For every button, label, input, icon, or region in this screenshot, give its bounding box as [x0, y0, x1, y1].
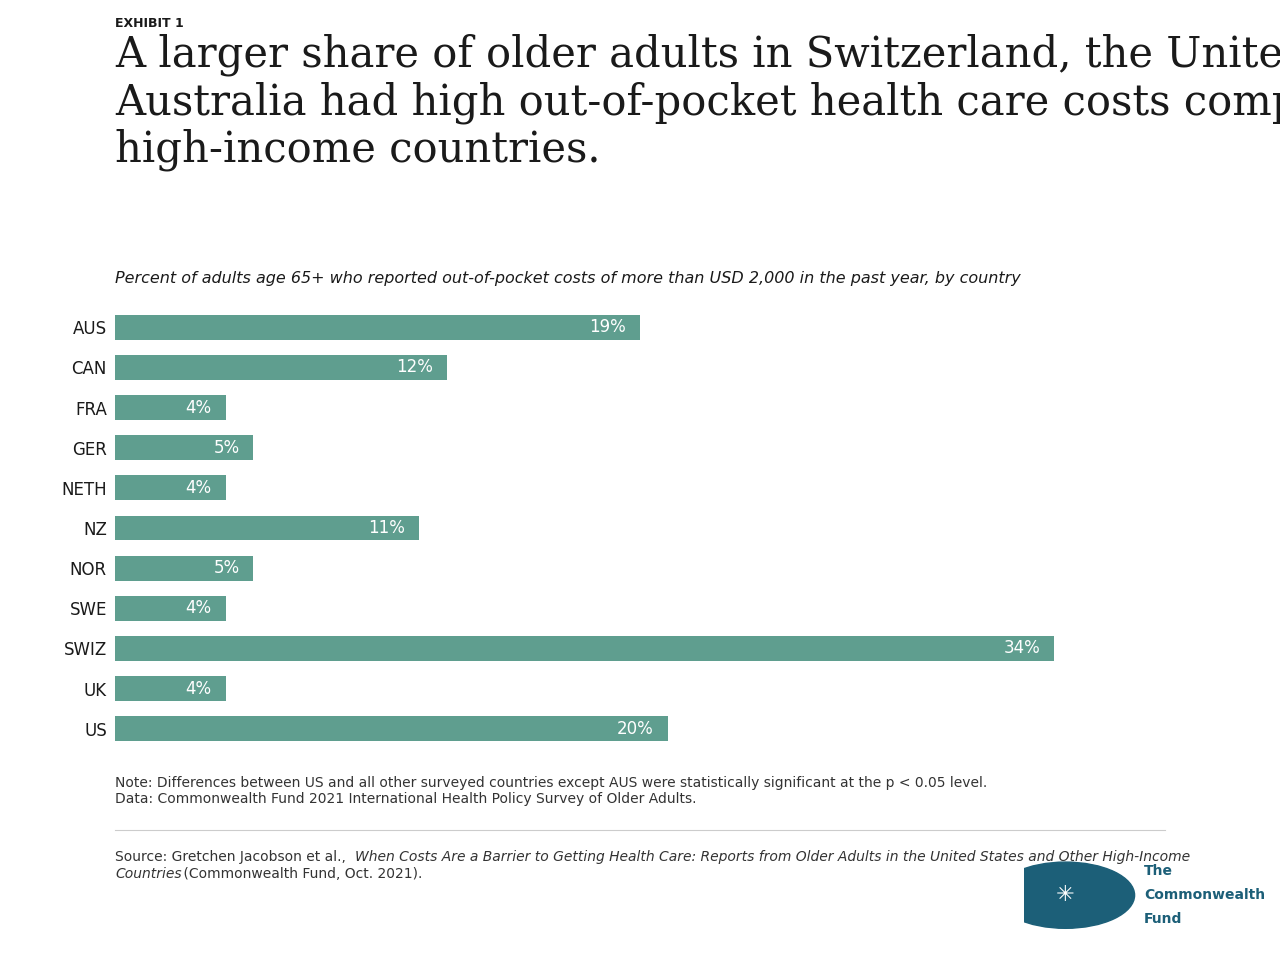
Text: Commonwealth: Commonwealth: [1144, 888, 1265, 902]
Bar: [115, 636, 1055, 660]
Text: 4%: 4%: [186, 599, 212, 617]
Bar: [115, 516, 419, 540]
Bar: [115, 315, 640, 340]
Text: 5%: 5%: [214, 559, 239, 577]
Text: When Costs Are a Barrier to Getting Health Care: Reports from Older Adults in th: When Costs Are a Barrier to Getting Heal…: [355, 850, 1189, 864]
Text: Note: Differences between US and all other surveyed countries except AUS were st: Note: Differences between US and all oth…: [115, 776, 987, 790]
Text: Source: Gretchen Jacobson et al.,: Source: Gretchen Jacobson et al.,: [115, 850, 351, 864]
Text: 4%: 4%: [186, 680, 212, 698]
Text: 11%: 11%: [369, 519, 406, 537]
Text: 19%: 19%: [589, 319, 626, 336]
Text: 34%: 34%: [1004, 639, 1041, 658]
Circle shape: [996, 862, 1134, 928]
Text: Percent of adults age 65+ who reported out-of-pocket costs of more than USD 2,00: Percent of adults age 65+ who reported o…: [115, 271, 1021, 286]
Text: EXHIBIT 1: EXHIBIT 1: [115, 17, 184, 31]
Bar: [115, 556, 253, 581]
Text: 4%: 4%: [186, 479, 212, 497]
Bar: [115, 435, 253, 460]
Bar: [115, 716, 668, 741]
Bar: [115, 676, 225, 701]
Bar: [115, 475, 225, 500]
Text: Fund: Fund: [1144, 913, 1183, 926]
Text: 20%: 20%: [617, 720, 654, 737]
Bar: [115, 596, 225, 621]
Text: ✳: ✳: [1056, 885, 1075, 905]
Bar: [115, 355, 447, 380]
Bar: [115, 396, 225, 420]
Text: 5%: 5%: [214, 439, 239, 457]
Text: 4%: 4%: [186, 398, 212, 417]
Text: (Commonwealth Fund, Oct. 2021).: (Commonwealth Fund, Oct. 2021).: [178, 867, 422, 881]
Text: A larger share of older adults in Switzerland, the United States, and
Australia : A larger share of older adults in Switze…: [115, 34, 1280, 171]
Text: Countries: Countries: [115, 867, 182, 881]
Text: Data: Commonwealth Fund 2021 International Health Policy Survey of Older Adults.: Data: Commonwealth Fund 2021 Internation…: [115, 792, 696, 806]
Text: 12%: 12%: [396, 358, 433, 376]
Text: The: The: [1144, 864, 1172, 877]
